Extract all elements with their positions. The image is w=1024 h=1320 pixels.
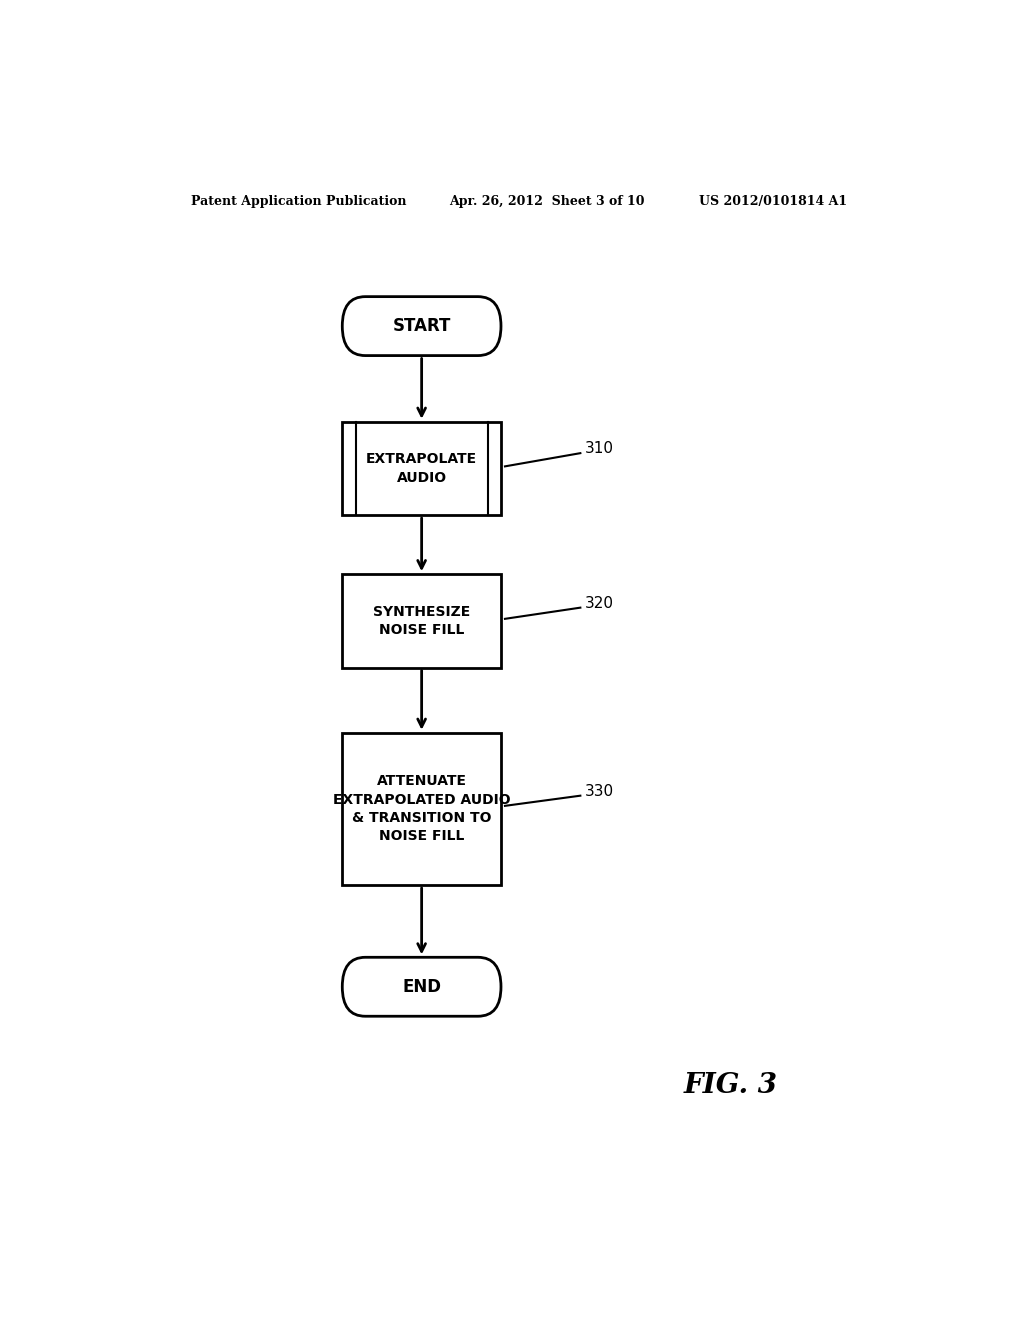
FancyBboxPatch shape xyxy=(342,957,501,1016)
Text: Apr. 26, 2012  Sheet 3 of 10: Apr. 26, 2012 Sheet 3 of 10 xyxy=(450,194,645,207)
Text: FIG. 3: FIG. 3 xyxy=(684,1072,777,1098)
Bar xyxy=(342,733,501,886)
Text: 330: 330 xyxy=(585,784,613,799)
Text: START: START xyxy=(392,317,451,335)
Bar xyxy=(342,574,501,668)
Text: 310: 310 xyxy=(585,441,613,455)
Text: 320: 320 xyxy=(585,597,613,611)
Text: Patent Application Publication: Patent Application Publication xyxy=(191,194,407,207)
Bar xyxy=(342,421,501,515)
Text: US 2012/0101814 A1: US 2012/0101814 A1 xyxy=(699,194,848,207)
Text: SYNTHESIZE
NOISE FILL: SYNTHESIZE NOISE FILL xyxy=(373,605,470,638)
FancyBboxPatch shape xyxy=(342,297,501,355)
Text: ATTENUATE
EXTRAPOLATED AUDIO
& TRANSITION TO
NOISE FILL: ATTENUATE EXTRAPOLATED AUDIO & TRANSITIO… xyxy=(333,775,510,843)
Text: END: END xyxy=(402,978,441,995)
Text: EXTRAPOLATE
AUDIO: EXTRAPOLATE AUDIO xyxy=(366,453,477,484)
